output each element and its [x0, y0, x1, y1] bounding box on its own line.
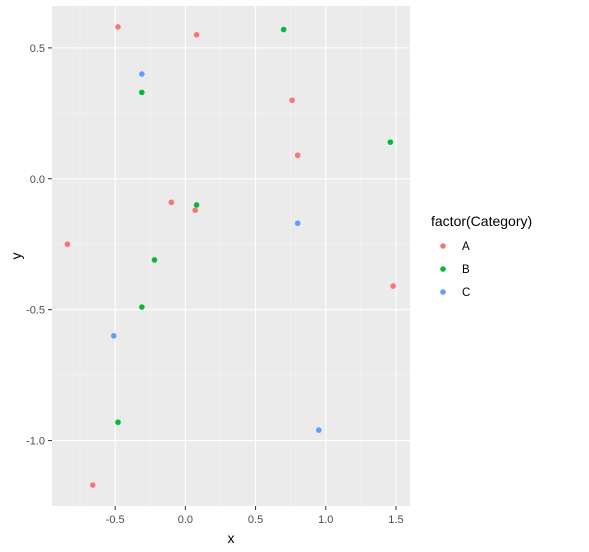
y-tick-label: -0.5	[26, 305, 45, 317]
legend-items: ABC	[440, 241, 470, 299]
legend-label-b: B	[462, 264, 470, 276]
data-point-a	[390, 283, 396, 289]
y-tick-label: 0.5	[30, 43, 45, 55]
x-tick-label: 0.0	[178, 514, 193, 526]
legend: factor(Category) ABC	[431, 213, 532, 299]
data-point-c	[139, 71, 145, 77]
x-tick-label: -0.5	[106, 514, 125, 526]
data-point-b	[139, 89, 145, 96]
data-point-b	[115, 419, 121, 426]
minor-gridlines	[52, 6, 410, 506]
data-point-c	[294, 220, 301, 227]
data-point-a	[168, 199, 175, 206]
y-tick-label: -1.0	[26, 436, 45, 448]
y-tick-label: 0.0	[30, 174, 45, 186]
y-axis-title: y	[8, 253, 24, 260]
legend-label-a: A	[462, 241, 470, 253]
data-point-a	[115, 24, 121, 30]
data-point-a	[89, 482, 96, 488]
data-point-a	[64, 241, 71, 248]
data-point-a	[192, 207, 198, 213]
data-point-a	[294, 152, 301, 159]
legend-key-b	[440, 266, 446, 272]
data-point-b	[193, 202, 200, 208]
x-tick-label: 1.0	[318, 514, 333, 526]
data-point-b	[151, 257, 158, 263]
data-points	[64, 24, 396, 488]
legend-key-a	[440, 243, 446, 249]
plot-panel	[52, 6, 410, 506]
major-gridlines	[52, 6, 410, 506]
legend-label-c: C	[462, 287, 470, 299]
x-tick-label: 1.5	[388, 514, 403, 526]
data-point-a	[193, 31, 200, 38]
data-point-c	[315, 427, 322, 433]
data-point-b	[139, 304, 145, 310]
x-axis-title: x	[228, 530, 235, 546]
legend-title: factor(Category)	[431, 213, 532, 229]
x-axis-ticks: -0.5 0.0 0.5 1.0 1.5	[106, 506, 404, 526]
y-axis-ticks: -1.0 -0.5 0.0 0.5	[26, 43, 52, 448]
data-point-a	[289, 97, 295, 104]
data-point-b	[387, 139, 394, 145]
x-tick-label: 0.5	[248, 514, 263, 526]
legend-key-c	[440, 289, 446, 295]
data-point-c	[110, 333, 117, 339]
data-point-b	[280, 26, 287, 33]
